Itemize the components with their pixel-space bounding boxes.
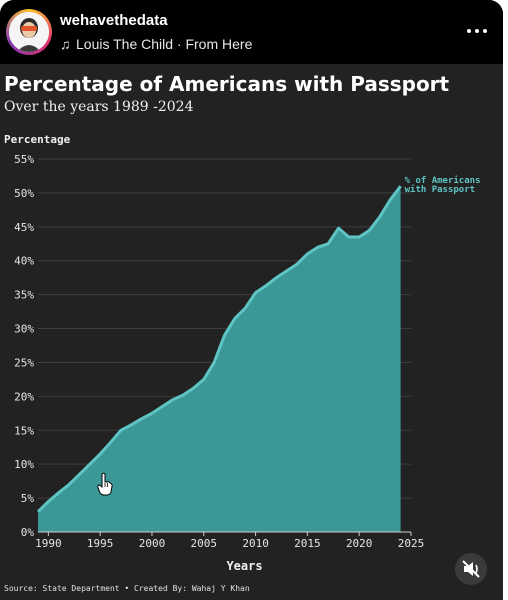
y-tick-label: 55% xyxy=(14,153,34,166)
chart-title: Percentage of Americans with Passport xyxy=(4,72,450,96)
y-tick-label: 0% xyxy=(21,526,35,539)
post-header: wehavethedata ♫ Louis The Child · From He… xyxy=(0,0,503,64)
x-tick-label: 2000 xyxy=(139,537,166,550)
hand-pointer-icon xyxy=(97,472,113,496)
y-tick-label: 30% xyxy=(14,323,34,336)
y-tick-label: 10% xyxy=(14,458,34,471)
series-annotation-line-2: with Passport xyxy=(405,184,475,195)
y-tick-label: 5% xyxy=(21,492,35,505)
x-tick-label: 2010 xyxy=(242,537,269,550)
x-axis-label: Years xyxy=(226,559,262,573)
x-tick-label: 2025 xyxy=(398,537,425,550)
music-label: Louis The Child · From Here xyxy=(76,36,253,52)
series-annotation-line-1: % of Americans xyxy=(405,175,481,186)
series-line xyxy=(36,185,402,513)
x-tick-label: 2005 xyxy=(191,537,218,550)
more-dots-icon[interactable] xyxy=(464,18,490,44)
username[interactable]: wehavethedata xyxy=(60,12,168,29)
y-axis-label: Percentage xyxy=(4,133,71,146)
music-info[interactable]: ♫ Louis The Child · From Here xyxy=(60,36,252,52)
chart-subtitle: Over the years 1989 -2024 xyxy=(4,99,194,115)
area-fill xyxy=(38,186,401,532)
x-tick-label: 2015 xyxy=(294,537,321,550)
y-tick-label: 50% xyxy=(14,187,34,200)
y-tick-label: 35% xyxy=(14,289,34,302)
muted-speaker-icon[interactable] xyxy=(455,553,487,585)
x-tick-label: 2020 xyxy=(346,537,373,550)
source-credit: Source: State Department • Created By: W… xyxy=(4,584,250,593)
y-tick-label: 20% xyxy=(14,390,34,403)
x-tick-label: 1995 xyxy=(87,537,114,550)
y-tick-label: 25% xyxy=(14,356,34,369)
avatar-face-icon xyxy=(9,12,49,52)
y-tick-label: 40% xyxy=(14,255,34,268)
y-tick-label: 15% xyxy=(14,424,34,437)
x-tick-label: 1990 xyxy=(35,537,62,550)
y-tick-label: 45% xyxy=(14,221,34,234)
music-note-icon: ♫ xyxy=(60,36,71,52)
avatar[interactable] xyxy=(6,9,52,55)
